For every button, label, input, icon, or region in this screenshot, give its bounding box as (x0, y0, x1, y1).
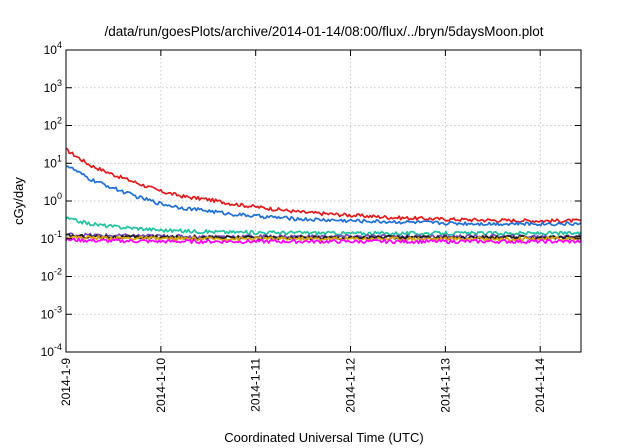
y-tick-base: 10 (41, 270, 55, 284)
x-tick-label: 2014-1-9 (59, 358, 73, 406)
y-tick-label: 101 (44, 153, 62, 170)
y-tick-exponent: -2 (54, 267, 62, 277)
y-tick-label: 10-3 (41, 304, 62, 321)
y-tick-label: 100 (44, 191, 62, 208)
y-tick-base: 10 (44, 156, 58, 170)
series-layer (65, 147, 582, 245)
x-axis-label: Coordinated Universal Time (UTC) (224, 430, 423, 445)
y-tick-exponent: 1 (57, 153, 62, 163)
y-axis-label: cGy/day (11, 177, 26, 225)
x-tick-label: 2014-1-11 (249, 358, 263, 412)
y-tick-base: 10 (41, 232, 55, 246)
y-tick-base: 10 (44, 43, 58, 57)
x-tick-label: 2014-1-10 (154, 358, 168, 413)
x-tick-label: 2014-1-13 (438, 358, 452, 413)
y-tick-exponent: -3 (54, 304, 62, 314)
y-tick-base: 10 (44, 119, 58, 133)
y-tick-label: 10-1 (41, 229, 62, 246)
y-tick-base: 10 (41, 307, 55, 321)
series-line-7 (65, 237, 582, 245)
series-line-6 (65, 235, 582, 242)
y-tick-exponent: 2 (57, 116, 62, 126)
y-tick-base: 10 (44, 81, 58, 95)
series-line-3 (65, 216, 582, 236)
series-line-2 (65, 165, 582, 227)
series-line-1 (65, 147, 582, 224)
y-tick-base: 10 (41, 345, 55, 359)
y-tick-exponent: -4 (54, 342, 62, 352)
y-tick-base: 10 (44, 194, 58, 208)
y-tick-label: 102 (44, 116, 62, 133)
y-tick-label: 10-4 (41, 342, 62, 359)
y-tick-exponent: 4 (57, 40, 62, 50)
chart-title: /data/run/goesPlots/archive/2014-01-14/0… (104, 24, 543, 39)
y-tick-exponent: 3 (57, 78, 62, 88)
y-tick-exponent: 0 (57, 191, 62, 201)
series-line-4 (65, 232, 582, 240)
x-tick-label: 2014-1-12 (344, 358, 358, 413)
y-tick-label: 103 (44, 78, 62, 95)
y-tick-label: 104 (44, 40, 62, 57)
x-tick-label: 2014-1-14 (533, 358, 547, 413)
grid (65, 49, 581, 353)
y-tick-exponent: -1 (54, 229, 62, 239)
y-tick-label: 10-2 (41, 267, 62, 284)
